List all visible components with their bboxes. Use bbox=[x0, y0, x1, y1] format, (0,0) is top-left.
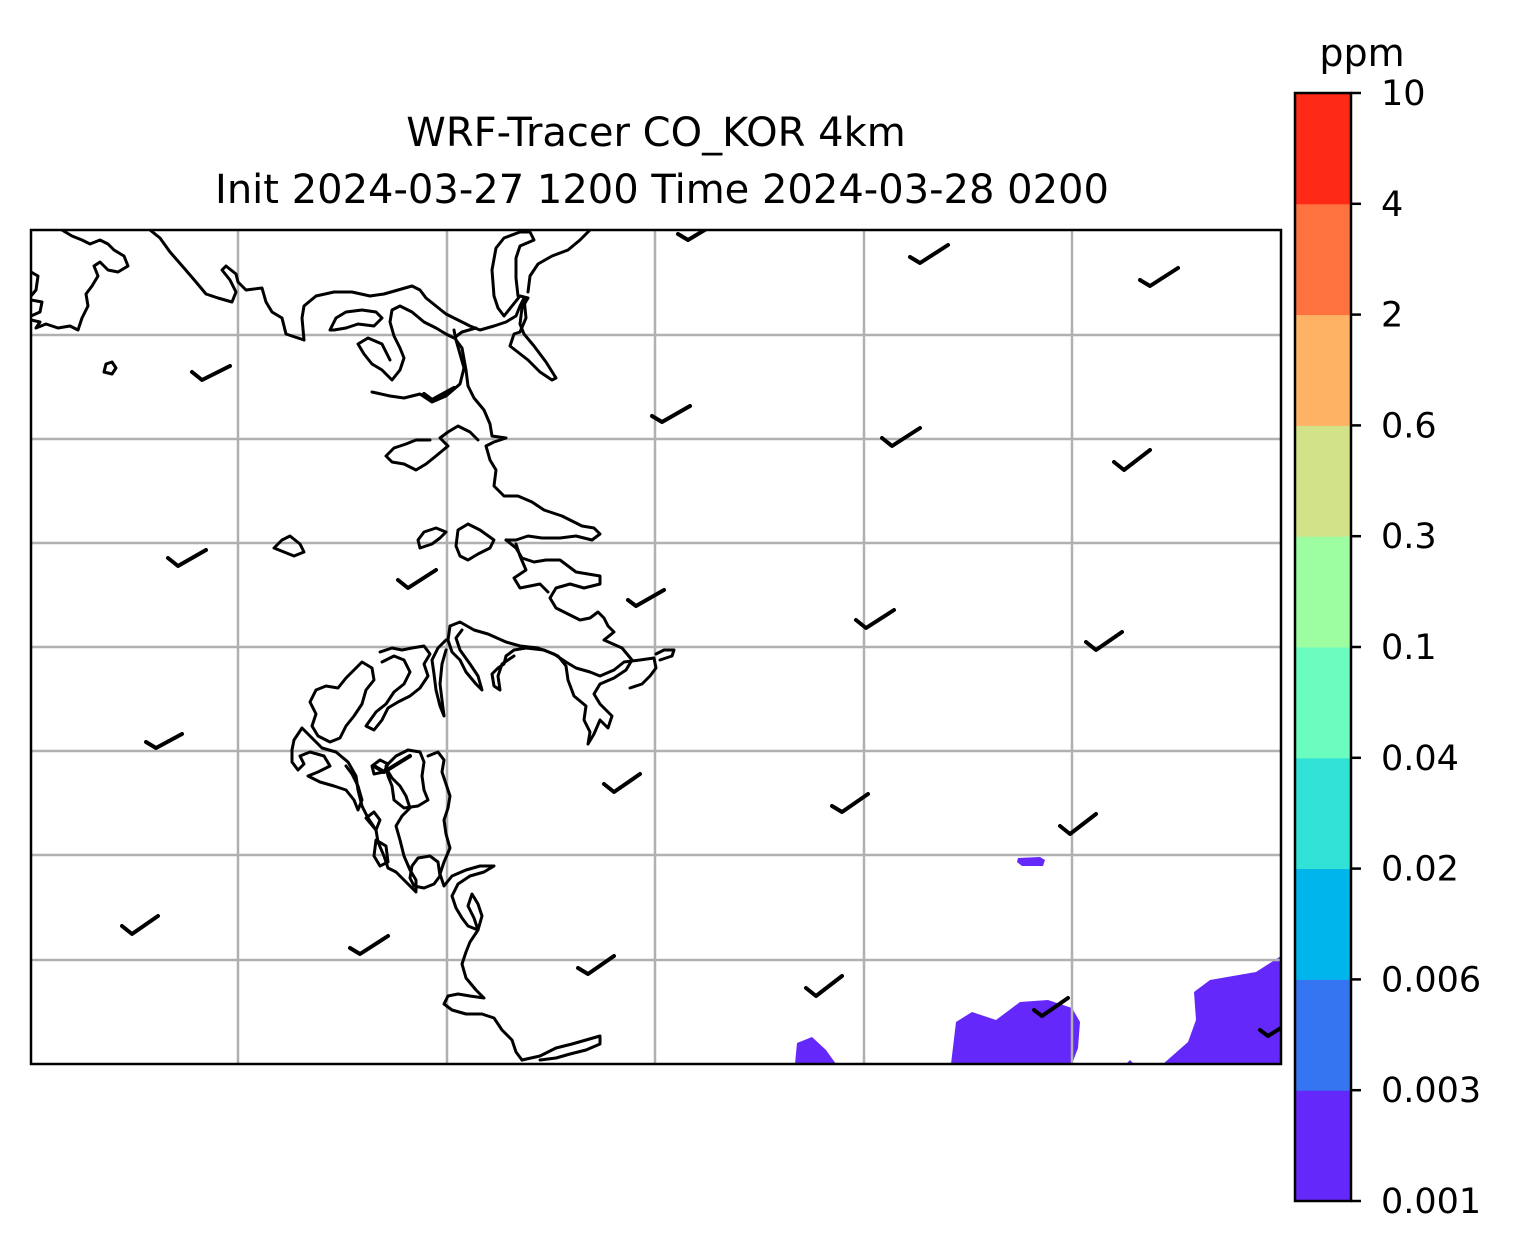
wind-barb bbox=[372, 754, 412, 774]
colorbar-tick-label: 10 bbox=[1381, 74, 1426, 114]
coastline bbox=[408, 854, 442, 890]
concentration-patch bbox=[1163, 956, 1281, 1064]
wind-barb bbox=[1112, 448, 1152, 472]
concentration-patch bbox=[951, 1000, 1080, 1064]
coastline bbox=[490, 638, 634, 746]
wind-barb bbox=[422, 386, 456, 402]
coastline bbox=[272, 534, 306, 558]
colorbar-band bbox=[1295, 757, 1351, 870]
wind-barb bbox=[1258, 1025, 1281, 1038]
colorbar-tick-label: 2 bbox=[1381, 296, 1403, 336]
wind-barb bbox=[1058, 812, 1098, 836]
colorbar-band bbox=[1295, 979, 1351, 1091]
coastline bbox=[356, 304, 478, 382]
wind-barbs bbox=[120, 230, 1281, 1038]
coastline bbox=[300, 230, 558, 382]
colorbar-tick-label: 0.003 bbox=[1381, 1071, 1481, 1111]
map-panel bbox=[31, 230, 1281, 1064]
wind-barb bbox=[804, 974, 844, 998]
wind-barb bbox=[396, 568, 438, 590]
colorbar-tick-label: 0.6 bbox=[1381, 406, 1437, 446]
wind-barb bbox=[626, 588, 666, 608]
map-frame bbox=[29, 228, 1283, 1066]
coastline bbox=[370, 758, 390, 776]
coastline bbox=[430, 638, 448, 718]
coastline bbox=[384, 424, 480, 472]
colorbar-tick-label: 0.006 bbox=[1381, 960, 1481, 1000]
gridlines bbox=[31, 230, 1281, 1064]
coastline bbox=[364, 810, 382, 832]
wind-barb bbox=[166, 548, 208, 568]
coastline bbox=[446, 624, 484, 692]
colorbar-tick-label: 0.1 bbox=[1381, 628, 1437, 668]
chart-title-line2: Init 2024-03-27 1200 Time 2024-03-28 020… bbox=[215, 167, 1109, 213]
wind-barb bbox=[576, 954, 616, 976]
concentration-patch bbox=[1017, 857, 1045, 866]
wind-barb bbox=[1084, 630, 1124, 652]
wind-barb bbox=[602, 772, 642, 794]
wind-barb bbox=[676, 230, 709, 242]
chart-title-line1: WRF-Tracer CO_KOR 4km bbox=[406, 110, 905, 156]
colorbar-band bbox=[1295, 536, 1351, 648]
colorbar-band bbox=[1295, 647, 1351, 759]
wind-barb bbox=[1032, 996, 1070, 1018]
coastline bbox=[504, 538, 616, 642]
wind-barb bbox=[830, 792, 870, 814]
coastline bbox=[290, 726, 418, 894]
colorbar-ticks bbox=[1351, 91, 1361, 1203]
wind-barb bbox=[120, 914, 160, 936]
colorbar-band bbox=[1295, 868, 1351, 980]
coastline bbox=[148, 230, 306, 342]
coastline bbox=[328, 308, 384, 332]
coastline bbox=[308, 660, 376, 744]
coastline bbox=[384, 748, 430, 810]
colorbar-tick-label: 0.04 bbox=[1381, 739, 1459, 779]
coastline bbox=[448, 620, 658, 690]
colorbar-tick-label: 0.02 bbox=[1381, 850, 1459, 890]
colorbar-band bbox=[1295, 203, 1351, 316]
wind-barb bbox=[854, 608, 896, 630]
coastline bbox=[31, 230, 130, 332]
colorbar-band bbox=[1295, 1090, 1351, 1202]
coastline bbox=[370, 328, 466, 404]
wind-barb bbox=[908, 243, 950, 265]
coastline bbox=[512, 542, 550, 594]
coastlines bbox=[31, 230, 676, 1062]
wind-barb bbox=[348, 934, 390, 956]
colorbar-band bbox=[1295, 425, 1351, 537]
coastline bbox=[364, 644, 432, 732]
wind-barb bbox=[650, 404, 692, 424]
wind-barb bbox=[880, 426, 922, 448]
coastline bbox=[416, 526, 448, 550]
coastline bbox=[526, 230, 592, 294]
colorbar-band bbox=[1295, 93, 1351, 205]
colorbar-tick-labels: 0.001 0.003 0.006 0.02 0.04 0.1 0.3 0.6 2 4 10 bbox=[1381, 74, 1481, 1222]
colorbar-tick-label: 0.3 bbox=[1381, 517, 1437, 557]
coastline bbox=[426, 750, 524, 1062]
colorbar-tick-label: 4 bbox=[1381, 185, 1403, 225]
colorbar-tick-label: 0.001 bbox=[1381, 1182, 1481, 1222]
coastline bbox=[654, 648, 676, 662]
colorbar-bands bbox=[1295, 93, 1351, 1202]
wind-barb bbox=[144, 732, 184, 750]
coastline bbox=[514, 230, 536, 298]
wind-barb bbox=[190, 364, 232, 382]
colorbar-band bbox=[1295, 314, 1351, 426]
coastline bbox=[102, 360, 118, 376]
co-concentration-field bbox=[795, 857, 1281, 1064]
colorbar: 0.001 0.003 0.006 0.02 0.04 0.1 0.3 0.6 2 4 10 ppm bbox=[1293, 31, 1481, 1222]
colorbar-unit-label: ppm bbox=[1319, 31, 1404, 75]
wind-barb bbox=[1138, 266, 1180, 288]
concentration-patch bbox=[795, 1037, 836, 1064]
coastline bbox=[520, 1034, 602, 1062]
coastline bbox=[454, 522, 496, 562]
coastline bbox=[454, 338, 602, 542]
coastline bbox=[290, 748, 364, 812]
coastline bbox=[372, 838, 390, 868]
